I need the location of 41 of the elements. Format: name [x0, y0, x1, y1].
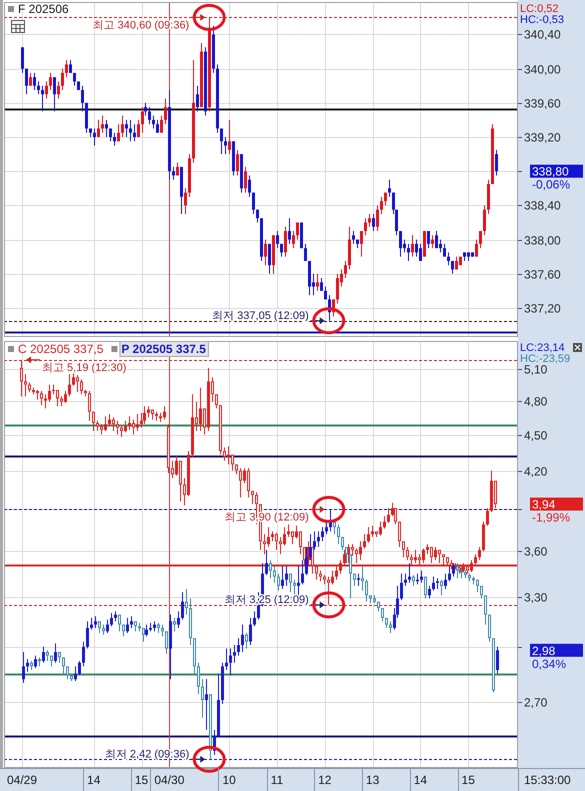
text: LC:23,14 — [520, 342, 565, 354]
y-tick-label: 340,00 — [524, 62, 562, 76]
y-tick-label: 337,20 — [524, 302, 562, 316]
y-tick-label: 2,70 — [524, 696, 548, 710]
y-tick-label: 339,20 — [524, 130, 562, 144]
text: HC:-23,59 — [520, 353, 570, 365]
text: LC:0,52 — [520, 3, 559, 15]
ref-line-label: 최저 337,05 (12:09) — [212, 310, 309, 322]
y-tick-label: 3,30 — [524, 590, 548, 604]
y-tick-label: 3,60 — [524, 544, 548, 558]
x-tick-label: 10 — [222, 773, 236, 787]
y-tick-label: 4,50 — [524, 428, 548, 442]
y-tick-label: 337,60 — [524, 268, 562, 282]
y-tick-label: 340,40 — [524, 28, 562, 42]
series-label: C 202505 337,5 — [18, 342, 104, 356]
text: HC:-0,53 — [520, 14, 564, 26]
chart-title: F 202506 — [18, 2, 70, 16]
text: 0,34% — [532, 656, 566, 671]
x-tick-label: 13 — [366, 773, 380, 787]
x-tick-label: 11 — [270, 773, 284, 787]
text: 2,98 — [532, 644, 556, 658]
y-tick-label: 338,00 — [524, 234, 562, 248]
text: P 202505 337.5 — [121, 342, 206, 356]
x-tick-label: 14 — [414, 773, 428, 787]
ref-line-label: 최고 5,19 (12:30) — [42, 362, 126, 374]
y-tick-label: 4,20 — [524, 464, 548, 478]
x-tick-label: 12 — [318, 773, 332, 787]
x-tick-label: 04/30 — [154, 773, 185, 787]
text: -1,99% — [532, 510, 570, 525]
text: -0,06% — [532, 178, 570, 192]
x-tick-label: 14 — [87, 773, 101, 787]
x-tick-label: 15 — [134, 773, 149, 787]
text: 3,94 — [532, 498, 556, 512]
y-tick-label: 5,10 — [524, 362, 548, 376]
y-tick-label: 338,40 — [524, 198, 562, 212]
x-tick-label: 15 — [462, 773, 476, 787]
text: 15:33:00 — [524, 773, 572, 787]
text: 338,80 — [532, 164, 570, 179]
y-tick-label: 4,80 — [524, 394, 548, 408]
y-tick-label: 339,60 — [524, 96, 562, 110]
x-tick-label: 04/29 — [6, 773, 38, 787]
